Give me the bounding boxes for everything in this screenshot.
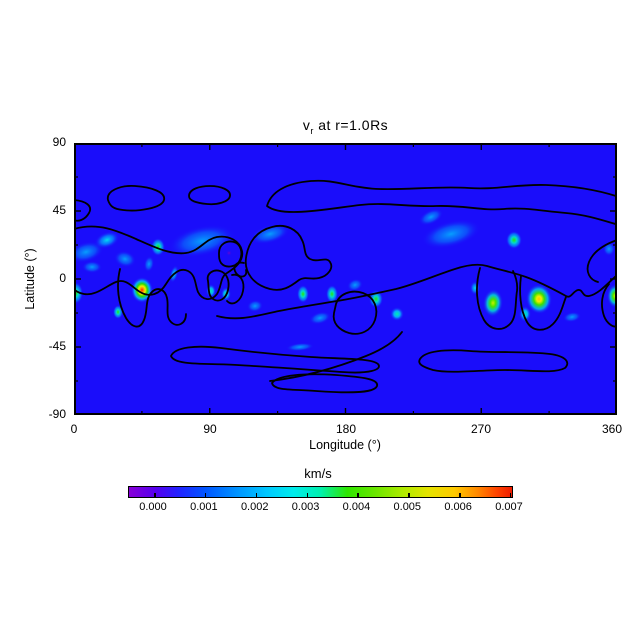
velocity-hotspot: [250, 223, 290, 245]
contour-line: [418, 349, 569, 373]
colorbar-tick-label: 0.001: [190, 501, 218, 513]
contour-line: [188, 185, 231, 206]
colorbar-tick-label: 0.006: [444, 501, 472, 513]
velocity-hotspot: [421, 219, 481, 249]
velocity-hotspot: [347, 278, 363, 292]
velocity-hotspot: [151, 238, 165, 256]
x-tick-label: 180: [335, 422, 357, 436]
contour-line: [244, 225, 333, 291]
velocity-hotspot: [470, 281, 480, 295]
x-tick-label: 270: [470, 422, 492, 436]
colorbar-tick: [306, 493, 309, 497]
velocity-hotspot: [326, 285, 338, 303]
contour-line: [206, 269, 230, 302]
contour-line: [74, 199, 91, 222]
colorbar-tick-label: 0.004: [342, 501, 371, 513]
contour-line: [266, 179, 617, 226]
colorbar-tick-label: 0.002: [240, 501, 269, 513]
colorbar-label: km/s: [304, 466, 332, 481]
contour-line: [269, 331, 403, 382]
velocity-hotspot: [607, 284, 617, 308]
colorbar-tick: [408, 493, 410, 497]
velocity-hotspot: [286, 342, 314, 352]
velocity-hotspot: [114, 250, 136, 268]
contour-line: [218, 240, 243, 268]
velocity-hotspot: [563, 311, 581, 323]
colorbar-tick: [357, 493, 359, 497]
figure-title-prefix: v: [302, 117, 311, 133]
colorbar-tick-label: 0.007: [495, 501, 523, 513]
velocity-hotspot: [390, 307, 404, 321]
velocity-hotspot: [131, 277, 153, 303]
velocity-hotspot: [506, 231, 522, 249]
y-tick-label: -45: [48, 339, 66, 353]
figure-title-subscript: r: [310, 125, 314, 136]
velocity-hotspot: [309, 311, 331, 325]
contour-line: [586, 239, 617, 283]
x-tick-label: 360: [601, 422, 623, 436]
contour-line: [107, 185, 165, 212]
colorbar-tick-label: 0.003: [291, 501, 320, 513]
contour-line: [476, 267, 519, 330]
velocity-hotspot: [74, 241, 104, 263]
contour-line: [332, 290, 378, 335]
colorbar-tick: [255, 493, 258, 497]
x-tick-label: 90: [203, 422, 217, 436]
colorbar-tick: [204, 493, 207, 497]
velocity-hotspot: [418, 208, 444, 226]
contour-line: [117, 268, 187, 328]
contour-line: [216, 263, 617, 320]
contour-line: [233, 261, 248, 278]
contour-line: [74, 225, 244, 300]
y-tick-label: 0: [59, 271, 66, 285]
colorbar: [128, 486, 513, 498]
velocity-hotspot: [482, 289, 504, 317]
velocity-hotspot: [94, 231, 120, 249]
contour-line: [170, 345, 380, 374]
contour-line: [601, 283, 617, 328]
colorbar-tick: [154, 493, 156, 497]
y-tick-label: 45: [52, 203, 66, 217]
colorbar-tick: [509, 493, 512, 497]
velocity-hotspot: [113, 305, 123, 319]
colorbar-tick-label: 0.000: [139, 501, 167, 513]
velocity-hotspot: [525, 284, 553, 314]
velocity-hotspot: [143, 256, 155, 272]
colorbar-tick: [459, 493, 461, 497]
x-axis-label: Longitude (°): [309, 438, 381, 452]
velocity-hotspot: [82, 261, 102, 273]
map-svg: [74, 143, 617, 415]
colorbar-tick-label: 0.005: [393, 501, 422, 513]
velocity-hotspot: [297, 285, 309, 303]
contour-line: [519, 275, 567, 331]
velocity-hotspot: [226, 250, 232, 256]
x-tick-label: 0: [70, 422, 78, 436]
colorbar-gradient: [129, 487, 512, 497]
figure-title-rest: at r=1.0Rs: [313, 117, 389, 133]
figure-title: vr at r=1.0Rs: [74, 117, 617, 136]
velocity-hotspot: [247, 299, 263, 313]
y-tick-label: -90: [48, 407, 66, 421]
y-tick-label: 90: [52, 135, 66, 149]
